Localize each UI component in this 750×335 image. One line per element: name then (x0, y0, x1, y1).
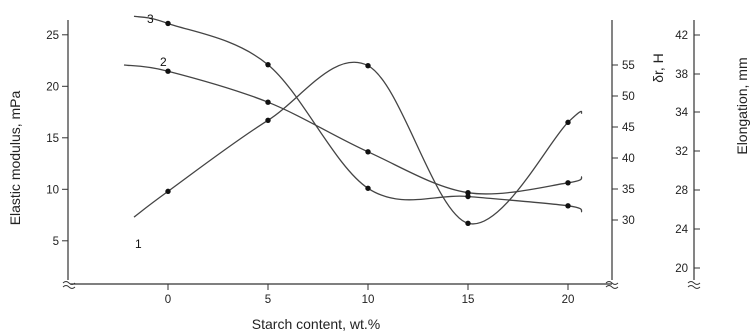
series-1-point (465, 220, 471, 226)
left-axis-break (62, 281, 76, 289)
points-layer (165, 20, 571, 226)
left-tick-label: 20 (46, 81, 59, 93)
right-axis-1-title: δr, H (650, 53, 666, 83)
left-tick-label: 5 (53, 236, 59, 248)
axes-layer (62, 20, 701, 290)
x-tick-label: 15 (462, 294, 475, 306)
left-tick-label: 25 (46, 30, 59, 42)
x-tick-label: 0 (165, 294, 171, 306)
series-1-point (365, 62, 371, 69)
series-3-point (565, 203, 571, 209)
x-axis-title: Starch content, wt.% (252, 316, 380, 332)
x-tick-label: 20 (562, 294, 575, 306)
right-axis-2-tick-label: 42 (675, 30, 688, 42)
series-2-point (365, 149, 371, 155)
series-2-label: 2 (160, 55, 167, 69)
series-1-label: 1 (135, 237, 142, 251)
right-axis-2-tick-label: 28 (675, 185, 688, 197)
series-1-point (265, 117, 271, 123)
left-tick-label: 15 (46, 133, 59, 145)
series-3-line (133, 15, 583, 213)
series-3-point (265, 61, 271, 68)
series-2-point (465, 190, 471, 196)
right-axis-2-break (687, 281, 701, 289)
series-2-point (565, 180, 571, 186)
right-axis-1-tick-label: 55 (622, 60, 635, 72)
series-3-point (165, 20, 171, 27)
series-1-point (565, 119, 571, 126)
curves-layer (123, 15, 583, 225)
series-2-point (265, 99, 271, 105)
series-1-point (165, 188, 171, 195)
right-axis-2-tick-label: 24 (675, 224, 688, 236)
right-axis-1-tick-label: 40 (622, 153, 635, 165)
x-tick-label: 5 (265, 294, 271, 306)
left-tick-label: 10 (46, 184, 59, 196)
series-2-point (165, 68, 171, 74)
series-3-point (465, 193, 471, 200)
right-axis-2-title: Elongation, mm (734, 57, 750, 154)
x-tick-label: 10 (362, 294, 375, 306)
right-axis-1-tick-label: 30 (622, 215, 635, 227)
right-axis-2-tick-label: 34 (675, 107, 688, 119)
right-axis-1-tick-label: 45 (622, 122, 635, 134)
right-axis-1-tick-label: 35 (622, 184, 635, 196)
right-axis-2-tick-label: 20 (675, 263, 688, 275)
right-axis-2-tick-label: 32 (675, 146, 688, 158)
series-1-line (133, 61, 583, 225)
left-axis-title: Elastic modulus, mPa (7, 90, 23, 225)
right-axis-1-tick-label: 50 (622, 91, 635, 103)
series-3-point (365, 185, 371, 191)
right-axis-1-break (605, 281, 619, 289)
right-axis-2-tick-label: 38 (675, 69, 688, 81)
series-3-label: 3 (147, 12, 154, 26)
labels-layer: 0 5 10 15 2051015202530354045505520242832343… (46, 12, 688, 306)
